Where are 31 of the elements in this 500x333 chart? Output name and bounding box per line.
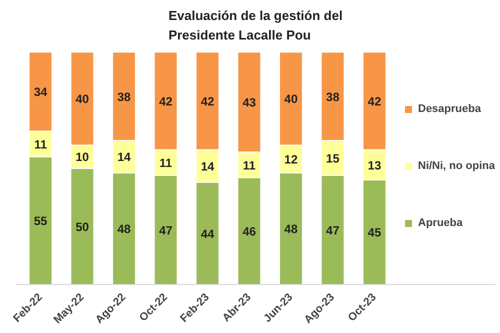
- data-label: 43: [242, 96, 256, 110]
- data-label: 47: [326, 223, 340, 238]
- data-label: 48: [117, 222, 132, 236]
- legend-label: Desaprueba: [418, 102, 481, 114]
- data-label: 48: [284, 222, 298, 236]
- data-label: 40: [284, 92, 298, 106]
- data-label: 13: [368, 158, 382, 172]
- chart-title: Evaluación de la gestión del Presidente Lacalle Pou: [168, 8, 343, 42]
- data-label: 15: [326, 151, 340, 166]
- data-label: 44: [200, 226, 214, 241]
- data-label: 38: [326, 90, 340, 104]
- data-label: 12: [284, 152, 298, 167]
- data-label: 47: [159, 223, 173, 238]
- data-label: 40: [76, 92, 90, 106]
- legend-label: Aprueba: [418, 216, 463, 228]
- data-label: 50: [76, 220, 90, 234]
- data-label: 14: [117, 150, 132, 164]
- data-label: 55: [34, 214, 48, 228]
- data-label: 42: [368, 94, 382, 108]
- data-label: 14: [200, 160, 214, 174]
- data-label: 42: [159, 94, 173, 108]
- data-label: 45: [368, 226, 382, 240]
- data-label: 46: [242, 224, 256, 239]
- data-label: 42: [200, 94, 214, 108]
- data-label: 10: [76, 150, 90, 164]
- data-label: 38: [117, 90, 132, 104]
- data-label: 11: [34, 137, 48, 152]
- legend-label: Ni/Ni, no opina: [418, 160, 495, 172]
- data-label: 11: [242, 158, 256, 172]
- data-label: 34: [34, 85, 48, 100]
- data-label: 11: [159, 156, 172, 170]
